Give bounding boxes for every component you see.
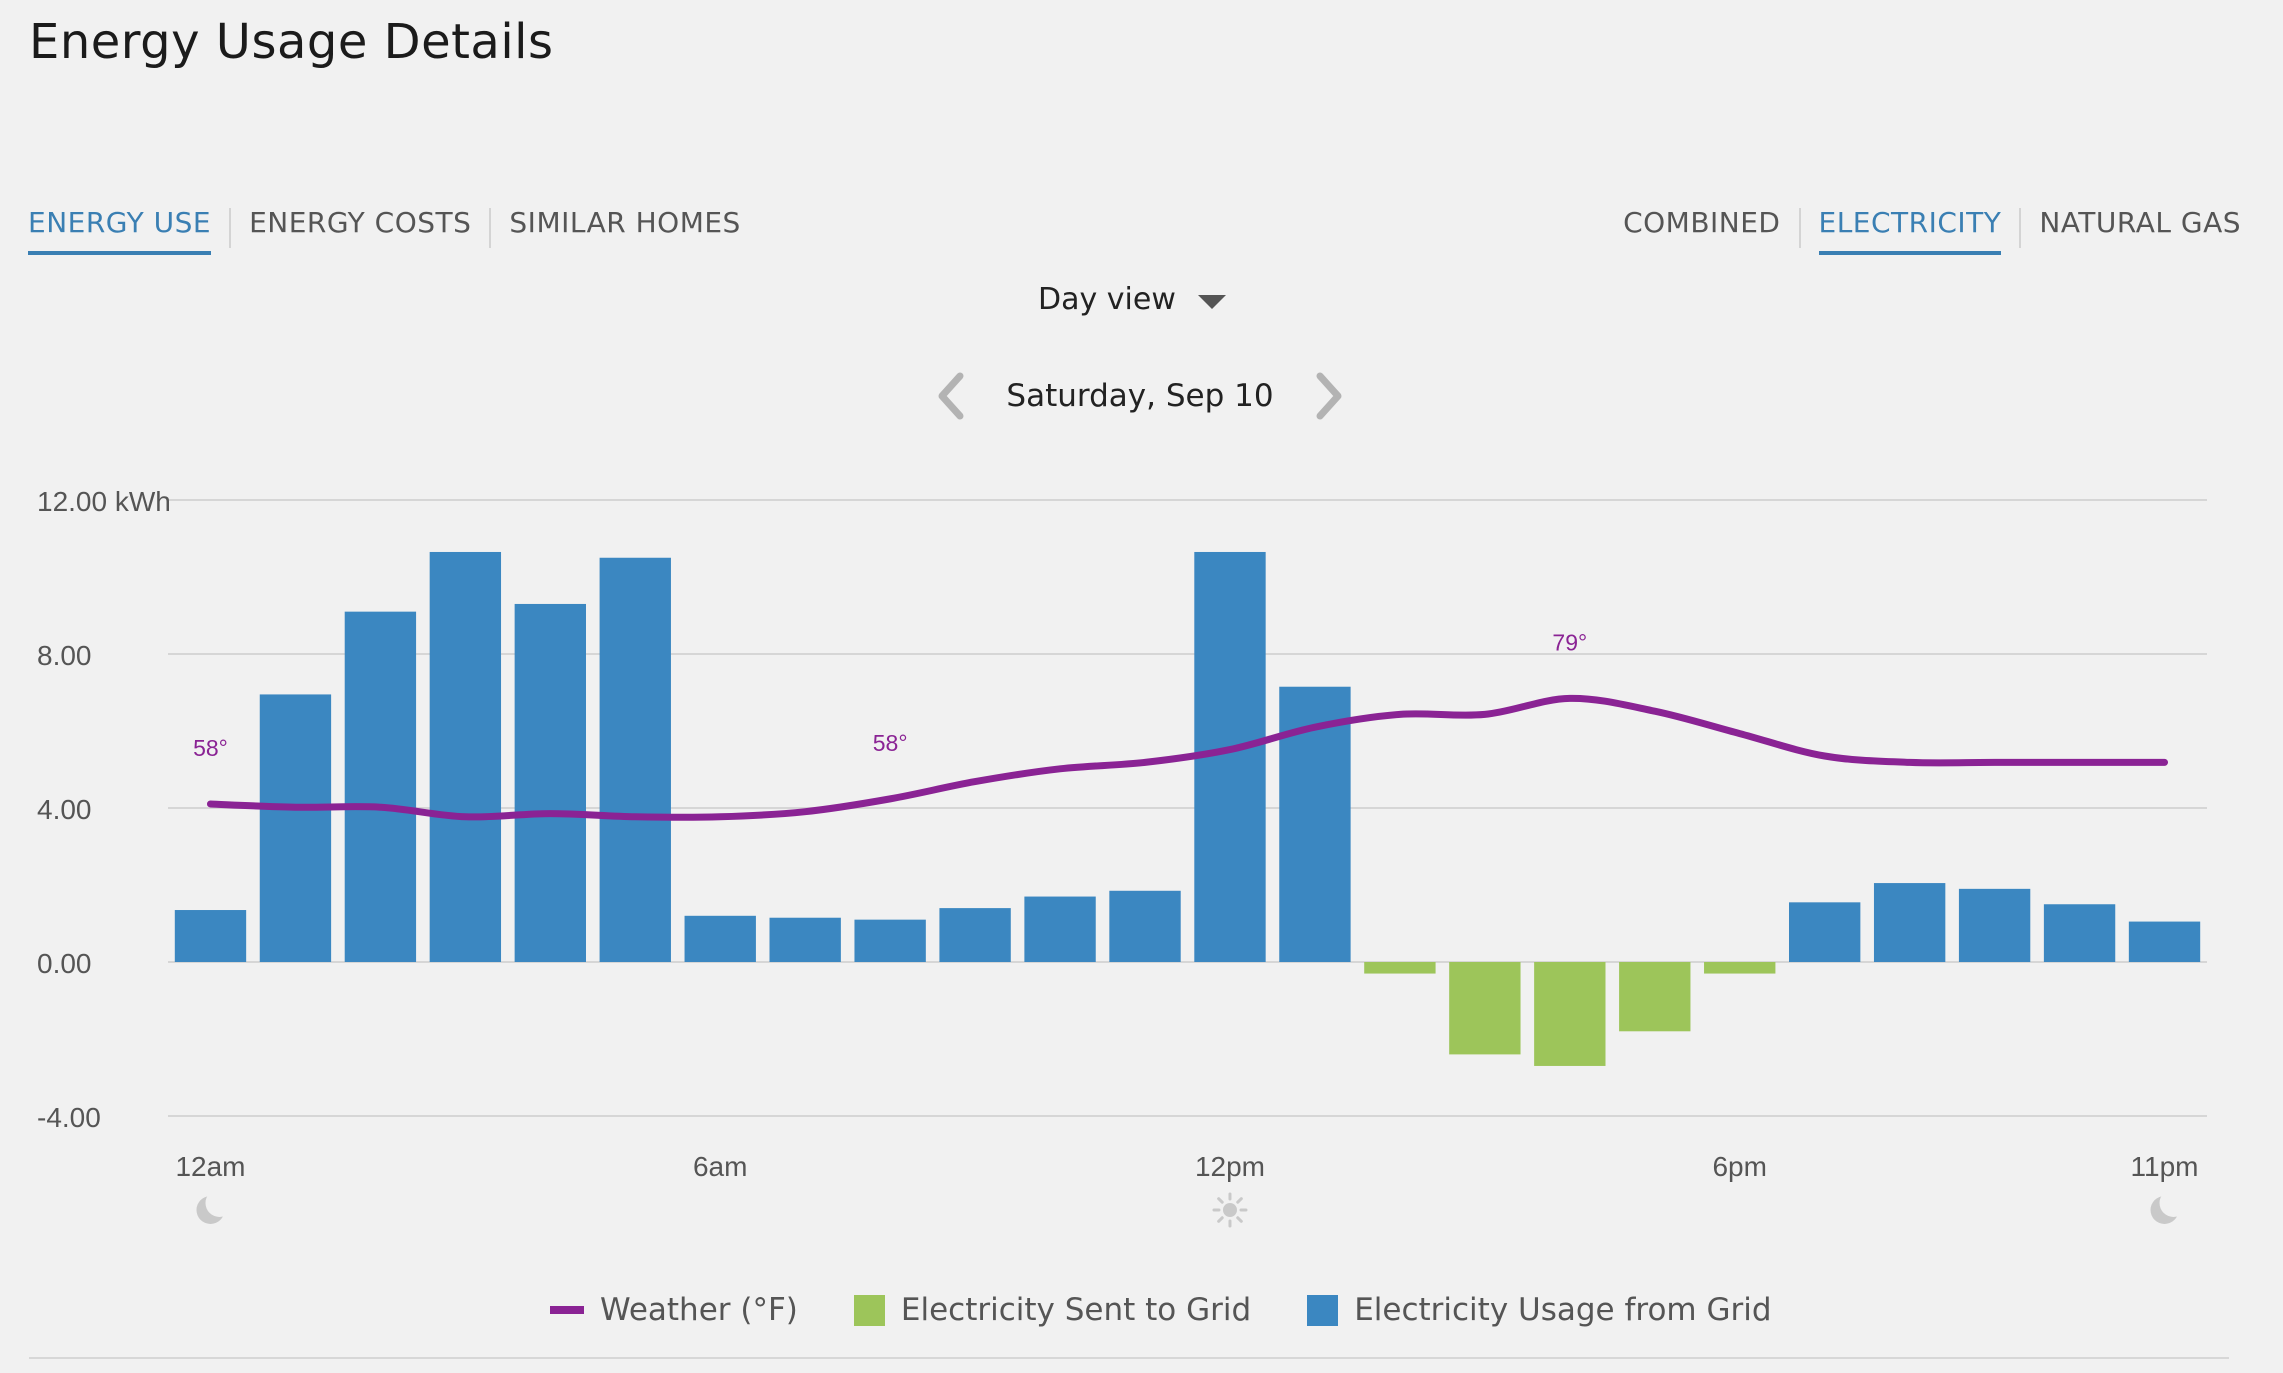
usage-bar [769,917,841,962]
usage-bar [854,919,926,962]
y-tick-label: -4.00 [37,1102,101,1133]
usage-bar [1958,888,2031,962]
y-tick-label: 4.00 [37,794,92,825]
legend-item-sent: Electricity Sent to Grid [853,1292,1252,1328]
view-dropdown-label: Day view [1038,282,1176,317]
legend-label-usage: Electricity Usage from Grid [1354,1292,1772,1328]
tab-energy-costs[interactable]: ENERGY COSTS [249,206,472,239]
tab-divider [1798,208,1801,248]
legend-item-weather: Weather (°F) [550,1292,798,1328]
tab-combined[interactable]: COMBINED [1623,206,1781,239]
usage-bar [1109,890,1181,962]
sent-bar [1704,962,1776,974]
usage-bar [599,557,671,962]
usage-bar [344,611,417,962]
tab-divider [229,208,232,248]
x-tick-label: 12am [175,1151,245,1182]
x-tick-label: 12pm [1195,1151,1265,1182]
y-tick-label: 0.00 [37,948,92,979]
chevron-left-icon[interactable] [930,368,970,424]
tab-divider [2019,208,2022,248]
usage-bar [1873,883,1946,962]
usage-bar [1789,902,1861,962]
legend-label-weather: Weather (°F) [600,1292,798,1328]
tab-divider [489,208,492,248]
date-label: Saturday, Sep 10 [1006,378,1274,414]
page-title: Energy Usage Details [29,14,554,70]
weather-label: 58° [193,735,228,761]
tab-electricity[interactable]: ELECTRICITY [1818,198,2002,255]
moon-icon [2150,1189,2188,1224]
y-tick-label: 8.00 [37,640,92,671]
view-dropdown[interactable]: Day view [1038,282,1226,317]
sent-bar [1619,962,1691,1032]
bottom-divider [29,1357,2229,1359]
sent-bar [1534,962,1606,1066]
legend-swatch-sent [853,1294,885,1326]
usage-bar [684,915,756,962]
usage-bar [939,908,1011,962]
tab-natural-gas[interactable]: NATURAL GAS [2039,206,2241,239]
x-tick-label: 11pm [2131,1151,2199,1182]
date-navigator: Saturday, Sep 10 [930,366,1350,426]
weather-label: 58° [873,730,908,756]
legend-item-usage: Electricity Usage from Grid [1307,1292,1772,1328]
caret-down-icon [1197,294,1226,309]
usage-bar [514,603,586,962]
usage-bar [259,694,332,962]
weather-line [206,694,2169,821]
legend-line-swatch [550,1306,584,1314]
fuel-tabs: COMBINED ELECTRICITY NATURAL GAS [1623,198,2241,255]
sent-bar [1449,962,1521,1055]
usage-bar [2043,904,2116,962]
legend-label-sent: Electricity Sent to Grid [900,1292,1252,1328]
x-tick-label: 6pm [1712,1151,1766,1182]
usage-bar [429,551,502,962]
sent-bar [1364,962,1436,974]
metric-tabs: ENERGY USE ENERGY COSTS SIMILAR HOMES [28,198,741,255]
usage-bar [1024,896,1096,962]
energy-usage-chart: 12.00 kWh 8.00 4.00 0.00 -4.00 58° 58° 79° 12am 6… [37,486,2207,1228]
usage-bar [174,910,247,962]
weather-label: 79° [1552,629,1587,655]
tab-energy-use[interactable]: ENERGY USE [28,198,212,255]
sun-icon [1212,1192,1248,1228]
x-tick-label: 6am [693,1151,747,1182]
tab-similar-homes[interactable]: SIMILAR HOMES [509,206,741,239]
usage-bar [2128,921,2201,962]
chart-legend: Weather (°F) Electricity Sent to Grid El… [550,1292,1828,1328]
legend-swatch-usage [1307,1294,1339,1326]
chevron-right-icon[interactable] [1310,368,1350,424]
y-tick-label: 12.00 kWh [37,486,171,517]
moon-icon [196,1189,234,1224]
